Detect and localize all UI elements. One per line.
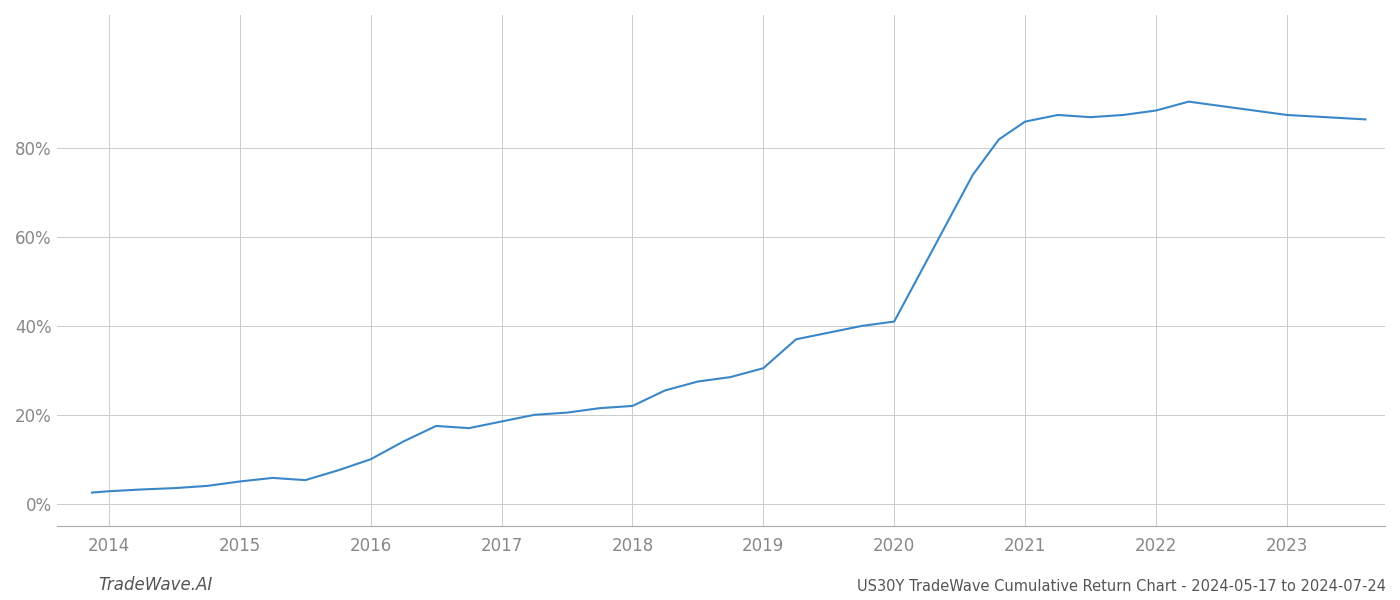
Text: TradeWave.AI: TradeWave.AI — [98, 576, 213, 594]
Text: US30Y TradeWave Cumulative Return Chart - 2024-05-17 to 2024-07-24: US30Y TradeWave Cumulative Return Chart … — [857, 579, 1386, 594]
